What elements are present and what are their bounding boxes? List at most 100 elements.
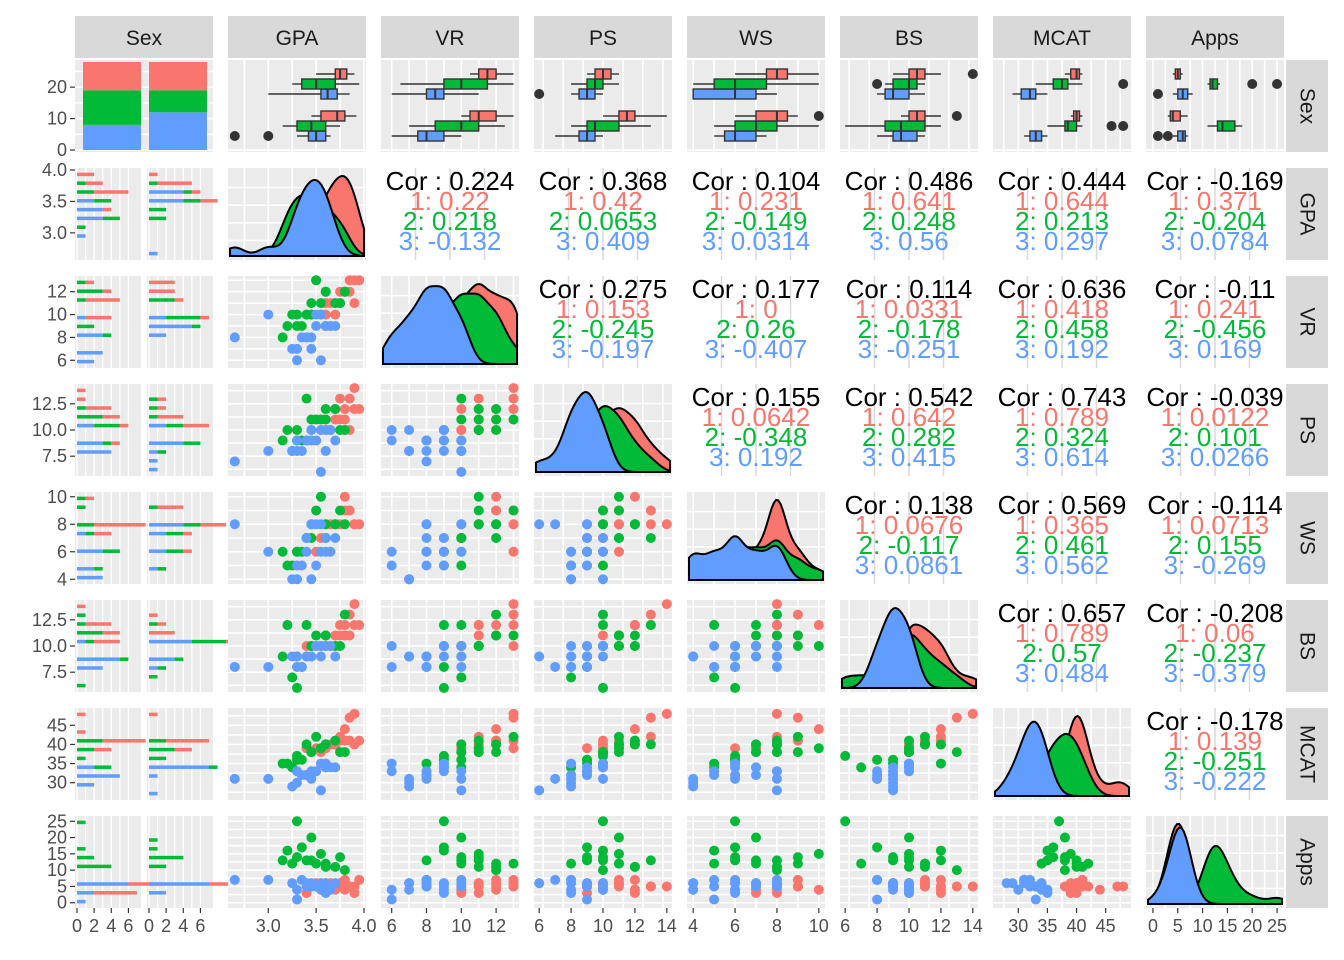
correlation-group: 2: 0.101 <box>1168 422 1262 452</box>
correlation-group: 3: 0.484 <box>1015 658 1109 688</box>
correlation-group: 1: 0.06 <box>1175 618 1255 648</box>
box-body <box>1216 120 1236 132</box>
scatter-point <box>292 682 302 693</box>
scatter-point <box>1059 832 1070 843</box>
histogram-bar <box>77 567 95 571</box>
x-tick-label: 6 <box>123 916 133 936</box>
box-outlier <box>534 89 545 99</box>
scatter-point <box>315 414 326 425</box>
histogram-bar <box>149 423 167 428</box>
scatter-point <box>354 735 365 746</box>
scatter-point <box>335 620 346 631</box>
box-body <box>1177 130 1186 142</box>
correlation-group: 3: 0.169 <box>1168 334 1262 364</box>
scatter-point <box>386 560 397 571</box>
scatter-point <box>292 560 302 571</box>
scatter-point <box>344 712 355 723</box>
histogram-bar <box>157 406 167 410</box>
scatter-point <box>456 533 467 543</box>
scatter-point <box>508 599 519 610</box>
column-strip <box>840 16 978 58</box>
scatter-point <box>1094 884 1105 895</box>
histogram-bar <box>77 666 103 670</box>
scatter-point <box>456 858 467 869</box>
correlation-group: 1: 0.241 <box>1168 294 1262 324</box>
box-body <box>469 110 497 122</box>
scatter-point <box>1065 887 1076 898</box>
scatter-point <box>1059 852 1070 863</box>
box-outlier <box>951 111 962 121</box>
histogram-bar <box>77 333 103 337</box>
scatter-point <box>421 651 432 662</box>
scatter-point <box>438 425 449 435</box>
scatter-point <box>354 874 365 885</box>
scatter-point <box>339 724 350 735</box>
scatter-point <box>438 651 449 662</box>
scatter-point <box>292 355 302 366</box>
row-strip-label: Apps <box>1296 838 1319 886</box>
scatter-point <box>229 519 240 530</box>
box-outlier <box>263 131 274 141</box>
correlation-group: 3: -0.251 <box>858 334 961 364</box>
histogram-bar <box>157 450 167 454</box>
scatter-point <box>582 855 593 866</box>
scatter-point <box>613 491 624 502</box>
y-tick-label: 30 <box>47 773 67 793</box>
scatter-point <box>292 321 302 331</box>
scatter-point <box>315 466 326 477</box>
y-tick-label: 8 <box>57 514 67 534</box>
scatter-point <box>508 641 519 651</box>
scatter-point <box>456 878 467 889</box>
scatter-point <box>456 404 467 415</box>
correlation-group: 3: 0.0861 <box>855 550 963 580</box>
box-outlier <box>1118 121 1129 131</box>
scatter-point <box>813 620 824 631</box>
scatter-point <box>311 560 322 571</box>
scatter-point <box>296 842 307 853</box>
scatter-point <box>344 630 355 641</box>
row-strip <box>1286 168 1328 260</box>
sex-bar-segment <box>149 112 207 150</box>
scatter-point <box>709 894 720 905</box>
correlation-overall: Cor : 0.542 <box>845 382 974 412</box>
scatter-point <box>840 750 851 761</box>
y-tick-label: 7.5 <box>42 662 67 682</box>
histogram-bar <box>111 441 120 445</box>
scatter-point <box>508 858 519 869</box>
box-body <box>1052 78 1069 90</box>
sex-bar-segment <box>149 62 207 91</box>
panel-background <box>147 708 213 800</box>
scatter-point <box>306 574 317 585</box>
correlation-group: 1: 0.789 <box>1015 402 1109 432</box>
scatter-point <box>311 766 322 777</box>
correlation-group: 2: 0.282 <box>862 422 956 452</box>
histogram-bar <box>102 216 120 221</box>
x-tick-label: 4 <box>688 916 698 936</box>
x-tick-label: 3.5 <box>304 916 329 936</box>
histogram-bar <box>119 657 129 661</box>
histogram-bar <box>149 505 158 509</box>
histogram-bar <box>94 423 120 428</box>
column-strip-label: Apps <box>1191 27 1239 50</box>
scatter-point <box>582 842 593 853</box>
histogram-bar <box>149 549 167 553</box>
correlation-overall: Cor : 0.743 <box>998 382 1127 412</box>
histogram-bar <box>183 441 201 445</box>
x-tick-label: 14 <box>963 916 983 936</box>
histogram-bar <box>149 333 167 337</box>
scatter-point <box>645 855 656 866</box>
scatter-point <box>582 560 593 571</box>
scatter-point <box>872 842 883 853</box>
x-tick-label: 8 <box>872 916 882 936</box>
scatter-point <box>1112 881 1123 892</box>
scatter-point <box>473 505 484 516</box>
y-tick-label: 12 <box>47 282 67 302</box>
y-tick-label: 0 <box>57 893 67 913</box>
scatter-point <box>813 848 824 859</box>
histogram-bar <box>149 459 158 463</box>
scatter-point <box>287 781 298 792</box>
histogram-bar <box>85 496 95 501</box>
